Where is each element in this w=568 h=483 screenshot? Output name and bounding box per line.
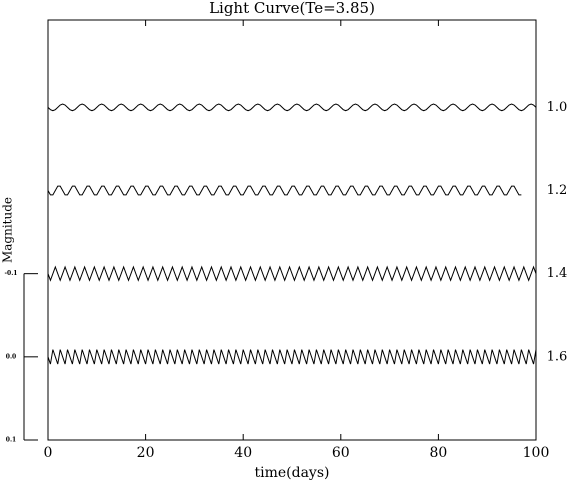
- light-curve: [47, 349, 537, 365]
- x-tick-label: 100: [523, 445, 550, 461]
- plot-frame: [47, 19, 537, 441]
- x-tick-label: 40: [234, 445, 252, 461]
- y-tick-label: -0.1: [5, 270, 18, 277]
- light-curve: [47, 265, 537, 282]
- x-tick-label: 80: [429, 445, 447, 461]
- series-label: 1.4: [547, 266, 568, 281]
- y-axis-label: Magnitude: [1, 197, 15, 263]
- y-tick-label: 0.1: [6, 437, 16, 444]
- light-curve: [47, 185, 522, 196]
- x-tick-label: 20: [137, 445, 155, 461]
- light-curve: [47, 103, 537, 112]
- chart-title: Light Curve(Te=3.85): [209, 0, 375, 17]
- x-axis-label: time(days): [255, 465, 330, 481]
- x-tick-label: 0: [44, 445, 53, 461]
- series-label: 1.0: [547, 100, 568, 115]
- series-label: 1.2: [547, 183, 568, 198]
- y-tick-label: 0.0: [6, 353, 16, 360]
- x-tick-label: 60: [332, 445, 350, 461]
- series-label: 1.6: [547, 349, 568, 364]
